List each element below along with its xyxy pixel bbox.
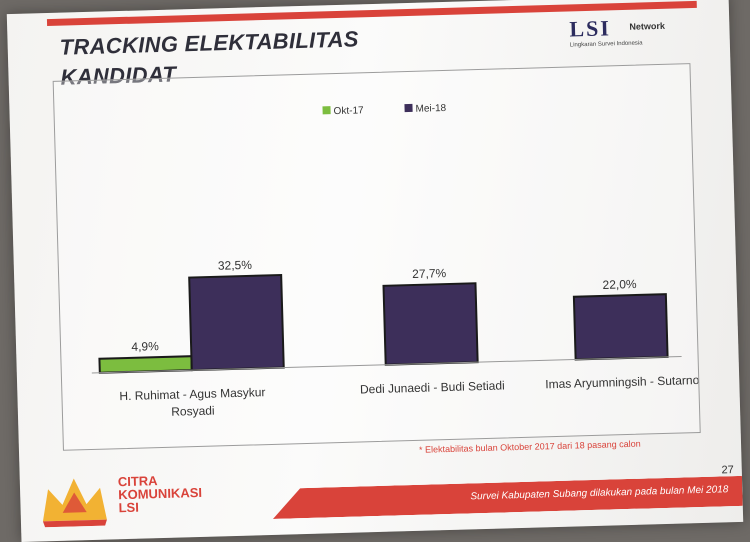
chart-frame: Okt-17 Mei-18 4,9% 32,5% H. Ruhimat - Agus M… — [52, 63, 701, 451]
category-label-1-0: Dedi Junaedi - Budi Setiadi — [360, 378, 505, 396]
slide: TRACKING ELEKTABILITAS KANDIDAT LSI Netw… — [6, 0, 744, 542]
data-label-mei-18-0: 32,5% — [218, 258, 253, 273]
legend-swatch-0 — [322, 106, 331, 115]
data-label-okt-17-0: 4,9% — [131, 339, 159, 354]
lsi-logo-subtitle: Lingkaran Survei Indonesia — [569, 40, 643, 49]
data-label-mei-18-2: 22,0% — [602, 277, 637, 292]
citra-komunikasi-logo: CITRA KOMUNIKASI LSI — [38, 468, 240, 534]
bar-mei-18-1 — [382, 282, 479, 366]
data-label-mei-18-1: 27,7% — [412, 266, 447, 281]
footnote: * Elektabilitas bulan Oktober 2017 dari … — [418, 438, 641, 455]
lsi-network-logo: LSI Network Lingkaran Survei Indonesia — [569, 13, 690, 50]
legend-swatch-1 — [404, 103, 413, 113]
legend-label-1: Mei-18 — [415, 103, 446, 115]
footer-band: Survei Kabupaten Subang dilakukan pada b… — [272, 476, 743, 519]
category-label-0-1: Rosyadi — [171, 404, 215, 419]
lsi-logo-network: Network — [629, 20, 666, 32]
crown-icon — [42, 478, 107, 528]
bar-chart: Okt-17 Mei-18 4,9% 32,5% H. Ruhimat - Agus M… — [91, 103, 700, 419]
page-number: 27 — [721, 464, 734, 477]
category-label-0-0: H. Ruhimat - Agus Masykur — [119, 385, 265, 403]
category-label-2-0: Imas Aryumningsih - Sutarno — [545, 373, 700, 391]
brand-line-3: LSI — [118, 499, 140, 516]
bar-mei-18-0 — [188, 273, 285, 372]
legend-label-0: Okt-17 — [333, 105, 364, 117]
brand-text: CITRA KOMUNIKASI LSI — [118, 473, 203, 516]
lsi-logo-mark: LSI — [569, 15, 612, 42]
bar-mei-18-2 — [572, 293, 669, 361]
x-axis-line — [91, 355, 682, 374]
footer-text: Survei Kabupaten Subang dilakukan pada b… — [470, 484, 729, 503]
